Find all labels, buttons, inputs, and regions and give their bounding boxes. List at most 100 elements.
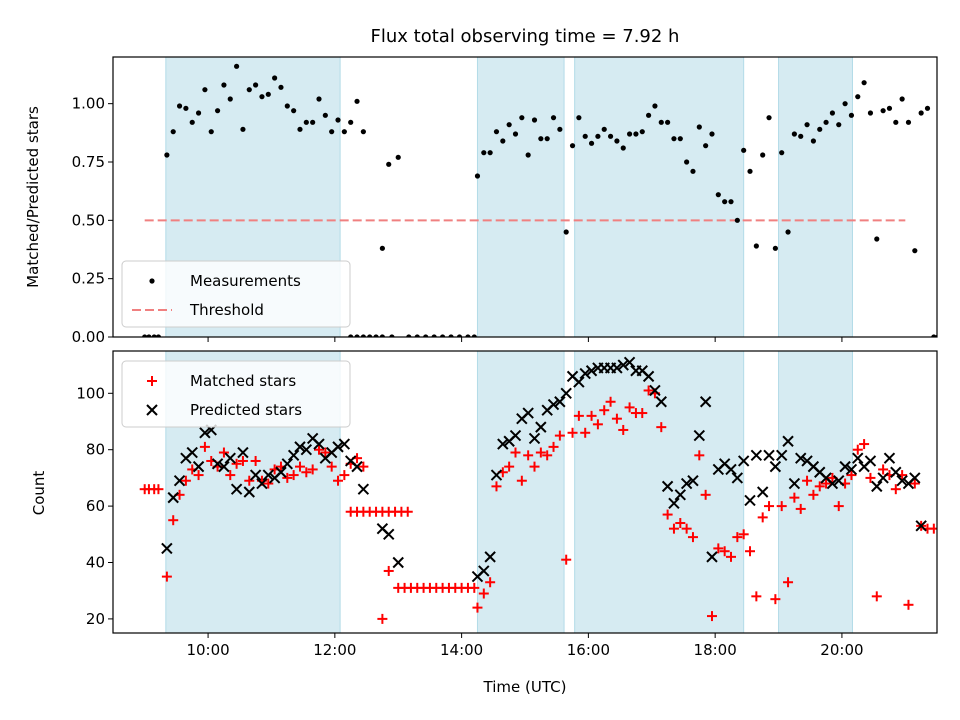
data-point [189, 119, 195, 125]
data-point [896, 475, 908, 487]
data-point [161, 571, 172, 582]
shaded-interval [476, 57, 565, 337]
x-tick-label: 14:00 [440, 641, 483, 659]
data-point [256, 477, 268, 490]
data-point [379, 245, 385, 251]
data-point [867, 110, 874, 116]
data-point [469, 582, 480, 593]
y-tick-label: 0.00 [72, 328, 105, 346]
data-point [903, 599, 914, 610]
data-point [161, 542, 173, 555]
data-point [523, 450, 534, 461]
data-point [208, 129, 214, 135]
ylabel-ratio: Matched/Predicted stars [24, 106, 42, 288]
data-point [320, 447, 331, 458]
data-point [351, 460, 363, 473]
panel-counts: 20 40 60 80 100 10:00 12:00 14:00 16:00 18:00 20:0… [76, 350, 938, 659]
data-point [535, 421, 547, 433]
data-point [263, 478, 274, 489]
data-point [193, 470, 204, 481]
data-point [335, 117, 341, 123]
data-point [599, 405, 610, 416]
data-point [785, 229, 791, 235]
data-point [760, 152, 766, 158]
data-point [782, 435, 794, 447]
data-point [741, 147, 747, 153]
data-point [728, 199, 734, 205]
data-point [905, 119, 912, 125]
data-point [719, 546, 730, 557]
data-point [576, 115, 582, 121]
data-point [611, 413, 622, 424]
legend-label: Matched stars [190, 372, 296, 390]
data-point [756, 486, 769, 498]
data-point [294, 441, 306, 453]
data-point [802, 475, 813, 486]
data-point [550, 115, 557, 121]
data-point [531, 117, 538, 123]
data-point [310, 119, 316, 125]
series-measurements [142, 63, 937, 337]
data-point [383, 528, 395, 541]
data-point [826, 477, 839, 490]
data-point [383, 565, 394, 576]
plot-area [139, 351, 937, 633]
plot-area [142, 57, 937, 337]
data-point [665, 119, 671, 125]
data-point [639, 129, 645, 135]
data-point [167, 491, 179, 504]
data-point [731, 472, 744, 484]
data-point [823, 119, 829, 125]
data-point [909, 472, 921, 484]
data-point [783, 577, 794, 588]
data-point [379, 334, 385, 337]
data-point [519, 115, 525, 121]
data-point [386, 161, 392, 167]
data-point [423, 334, 429, 337]
data-point [715, 192, 721, 198]
data-point [579, 367, 591, 380]
data-point [338, 438, 351, 450]
data-point [878, 464, 889, 475]
data-point [300, 443, 313, 456]
data-point [230, 483, 243, 495]
data-point [500, 138, 506, 144]
data-point [348, 334, 354, 337]
data-point [237, 446, 249, 459]
data-point [706, 551, 718, 563]
data-point [548, 441, 559, 452]
data-point [706, 611, 717, 622]
data-point [332, 441, 344, 453]
data-point [487, 150, 493, 156]
data-point [297, 126, 303, 132]
data-point [554, 430, 565, 441]
data-point [506, 122, 512, 128]
data-point [341, 129, 347, 135]
data-point [567, 427, 578, 438]
data-point [544, 136, 550, 142]
data-point [580, 427, 591, 438]
data-point [554, 396, 566, 408]
data-point [795, 452, 807, 464]
data-point [855, 94, 861, 100]
data-point [281, 458, 294, 470]
data-point [668, 497, 680, 509]
data-point [709, 131, 715, 137]
data-point [313, 438, 325, 450]
data-point [199, 441, 210, 452]
data-point [284, 103, 290, 109]
data-point [757, 512, 768, 523]
data-point [623, 356, 636, 368]
data-point [601, 126, 607, 132]
data-point [618, 424, 629, 435]
data-point [817, 126, 823, 132]
data-point [265, 91, 271, 97]
data-point [725, 463, 737, 476]
y-tick-label: 100 [76, 384, 105, 402]
data-point [795, 503, 806, 514]
data-point [250, 455, 261, 466]
data-point [614, 138, 620, 144]
data-point [164, 152, 170, 158]
data-point [151, 334, 157, 337]
data-point [294, 461, 305, 472]
